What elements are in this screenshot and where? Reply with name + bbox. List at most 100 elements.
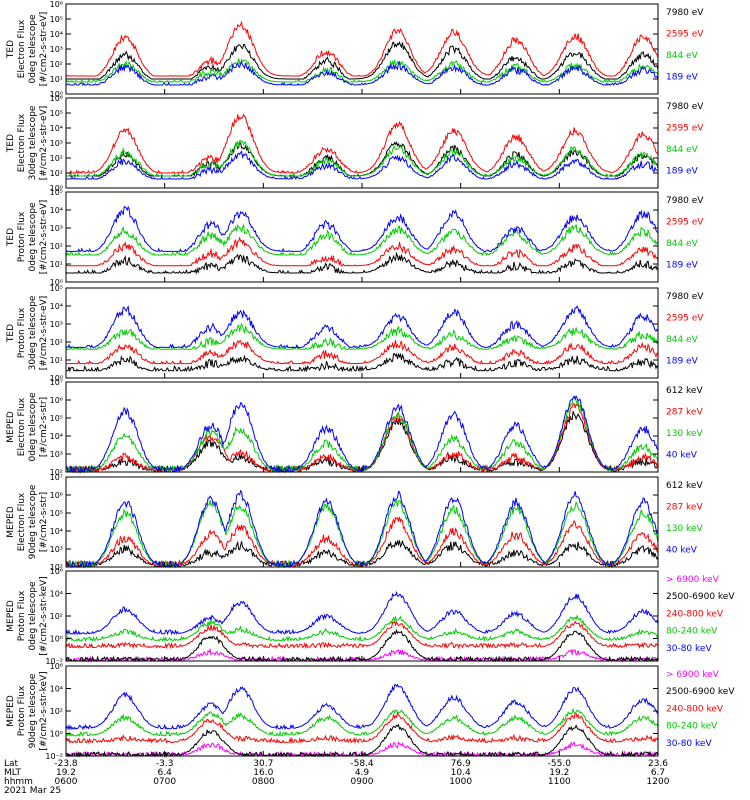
y-tick-label: 10⁶ [50,662,63,671]
y-axis-label-line: MEPED [6,411,16,443]
y-tick-label: 10⁷ [50,473,63,482]
y-tick-label: 10² [50,707,63,716]
series-line-0-0 [66,40,659,80]
legend-entry: 612 keV [666,386,703,396]
y-tick-label: 10³ [50,139,63,148]
y-tick-label: 10⁴ [50,30,63,39]
x-tick-lat: 30.7 [253,759,273,769]
y-axis-label-line: Proton Flux [17,307,27,358]
legend-entry: 130 keV [666,524,703,534]
y-tick-label: 10¹ [50,169,63,178]
y-tick-label: 10⁴ [50,432,63,441]
series-line-4-1 [65,402,659,474]
y-tick-label: 10⁵ [50,15,63,24]
y-axis-label-line: 0deg telescope [28,392,38,462]
y-tick-label: 10⁰ [50,730,63,739]
x-row-label: hhmm [4,777,33,787]
x-row-label: MLT [4,768,22,778]
x-tick-lat: -58.4 [350,759,374,769]
y-axis-label-line: Electron Flux [17,113,27,172]
legend-entry: 844 eV [666,145,699,155]
y-tick-label: 10⁷ [50,378,63,387]
x-tick-lat: 23.6 [648,759,668,769]
y-axis-label-line: Proton Flux [17,685,27,736]
series-line-1-2 [66,139,659,177]
y-axis-label-line: [#/cm2-s-str-eV] [39,296,49,371]
y-axis-label-line: [#/cm2-s-str-eV] [39,106,49,181]
series-line-4-3 [65,394,659,474]
y-axis-label-line: MEPED [6,600,16,632]
x-tick-hhmm: 0800 [252,777,275,787]
legend-entry: > 6900 keV [666,575,720,585]
y-axis-label-line: 90deg telescope [28,673,38,748]
panel-frame [65,381,659,473]
y-axis-label-line: 0deg telescope [28,581,38,651]
y-tick-label: 10⁰ [50,635,63,644]
y-tick-label: 10⁰ [50,184,63,193]
y-tick-label: 10³ [50,45,63,54]
y-axis-label-line: Electron Flux [17,397,27,456]
y-axis-label-line: [#/cm2-s-str] [39,397,49,457]
y-axis-label-line: 0deg telescope [28,14,38,84]
series-line-3-1 [66,340,659,365]
y-tick-label: 10¹ [50,356,63,365]
date-label: 2021 Mar 25 [4,786,61,796]
y-tick-label: 10⁵ [50,414,63,423]
legend-entry: > 6900 keV [666,670,720,680]
series-line-4-0 [66,411,659,474]
legend-entry: 130 keV [666,429,703,439]
x-tick-mlt: 10.4 [451,768,471,778]
legend-entry: 7980 eV [666,8,704,18]
legend-entry: 40 keV [666,546,698,556]
legend-entry: 2500-6900 keV [666,687,735,697]
x-tick-lat: 76.9 [451,759,471,769]
legend-entry: 7980 eV [666,196,704,206]
legend-entry: 2500-6900 keV [666,592,735,602]
series-line-6-2 [65,619,659,650]
series-line-2-2 [65,223,659,257]
legend-entry: 40 keV [666,451,698,461]
y-tick-label: 10³ [50,224,63,233]
legend-entry: 189 eV [666,167,699,177]
legend-entry: 287 keV [666,408,703,418]
x-row-label: Lat [4,759,19,769]
series-line-7-3 [65,708,659,737]
series-line-2-0 [65,251,659,275]
series-line-7-4 [65,683,659,731]
y-tick-label: 10⁶ [50,491,63,500]
y-tick-label: 10² [50,242,63,251]
panel-frame [65,570,659,662]
legend-entry: 287 keV [666,503,703,513]
legend-entry: 240-800 keV [666,704,724,714]
series-line-7-2 [65,711,659,745]
y-axis-label-line: TED [6,134,16,153]
y-axis-label-line: Proton Flux [17,211,27,262]
y-axis-label-line: MEPED [6,695,16,727]
panel-frame [65,97,659,189]
y-tick-label: 10⁵ [50,188,63,197]
y-axis-label-line: Electron Flux [17,19,27,78]
y-tick-label: 10³ [50,320,63,329]
y-tick-label: 10⁻² [45,657,63,666]
y-axis-label-line: [#/cm2-s-str-keV] [39,671,49,750]
y-tick-label: 10⁻² [45,752,63,761]
series-line-1-1 [66,113,659,175]
legend-entry: 189 eV [666,73,699,83]
y-tick-label: 10⁴ [50,124,63,133]
y-tick-label: 10³ [50,450,63,459]
panel-frame [65,191,659,283]
x-tick-mlt: 4.9 [355,768,370,778]
y-tick-label: 10⁵ [50,109,63,118]
y-axis-label: MEPED Electron Flux 0deg telescope [#/cm2-s… [6,392,49,462]
y-tick-label: 10⁴ [50,590,63,599]
series-line-5-1 [65,516,659,569]
y-tick-label: 10⁴ [50,302,63,311]
y-axis-label-line: [#/cm2-s-str-eV] [39,12,49,87]
y-tick-label: 10² [50,154,63,163]
y-axis-label: TED Proton Flux 0deg telescope [#/cm2-s-str… [6,200,49,275]
series-line-0-3 [65,61,659,87]
series-line-3-3 [65,305,659,349]
y-tick-label: 10⁶ [50,396,63,405]
y-tick-label: 10⁰ [50,278,63,287]
